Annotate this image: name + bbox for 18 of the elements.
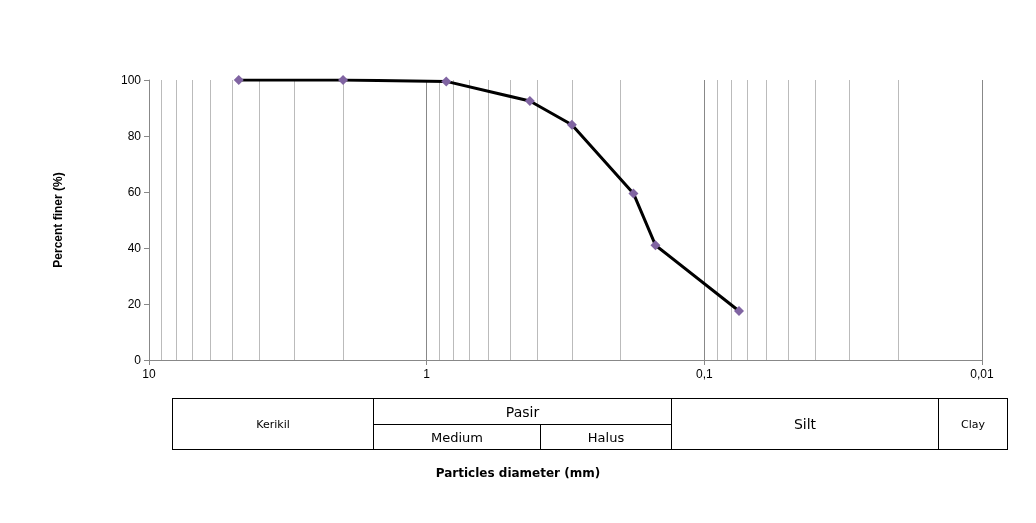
x-tick-label: 0,1 bbox=[695, 367, 713, 381]
x-tick-label: 1 bbox=[423, 367, 431, 381]
y-tick-label: 0 bbox=[134, 353, 142, 367]
text: Silt bbox=[671, 398, 939, 450]
text: Clay bbox=[938, 398, 1008, 450]
text: Kerikil bbox=[172, 398, 374, 450]
y-tick-label: 40 bbox=[127, 241, 142, 255]
y-tick-label: 80 bbox=[127, 129, 142, 143]
y-tick-label: 20 bbox=[127, 297, 142, 311]
y-tick-label: 60 bbox=[127, 185, 142, 199]
text: Particles diameter (mm) bbox=[434, 466, 602, 480]
text: Medium bbox=[373, 424, 541, 450]
text: Halus bbox=[540, 424, 672, 450]
text: Pasir bbox=[373, 398, 672, 425]
x-tick-label: 10 bbox=[142, 367, 156, 381]
y-tick-label: 100 bbox=[120, 73, 142, 87]
y-axis-title: Percent finer (%) bbox=[51, 172, 65, 268]
x-tick-label: 0,01 bbox=[970, 367, 994, 381]
